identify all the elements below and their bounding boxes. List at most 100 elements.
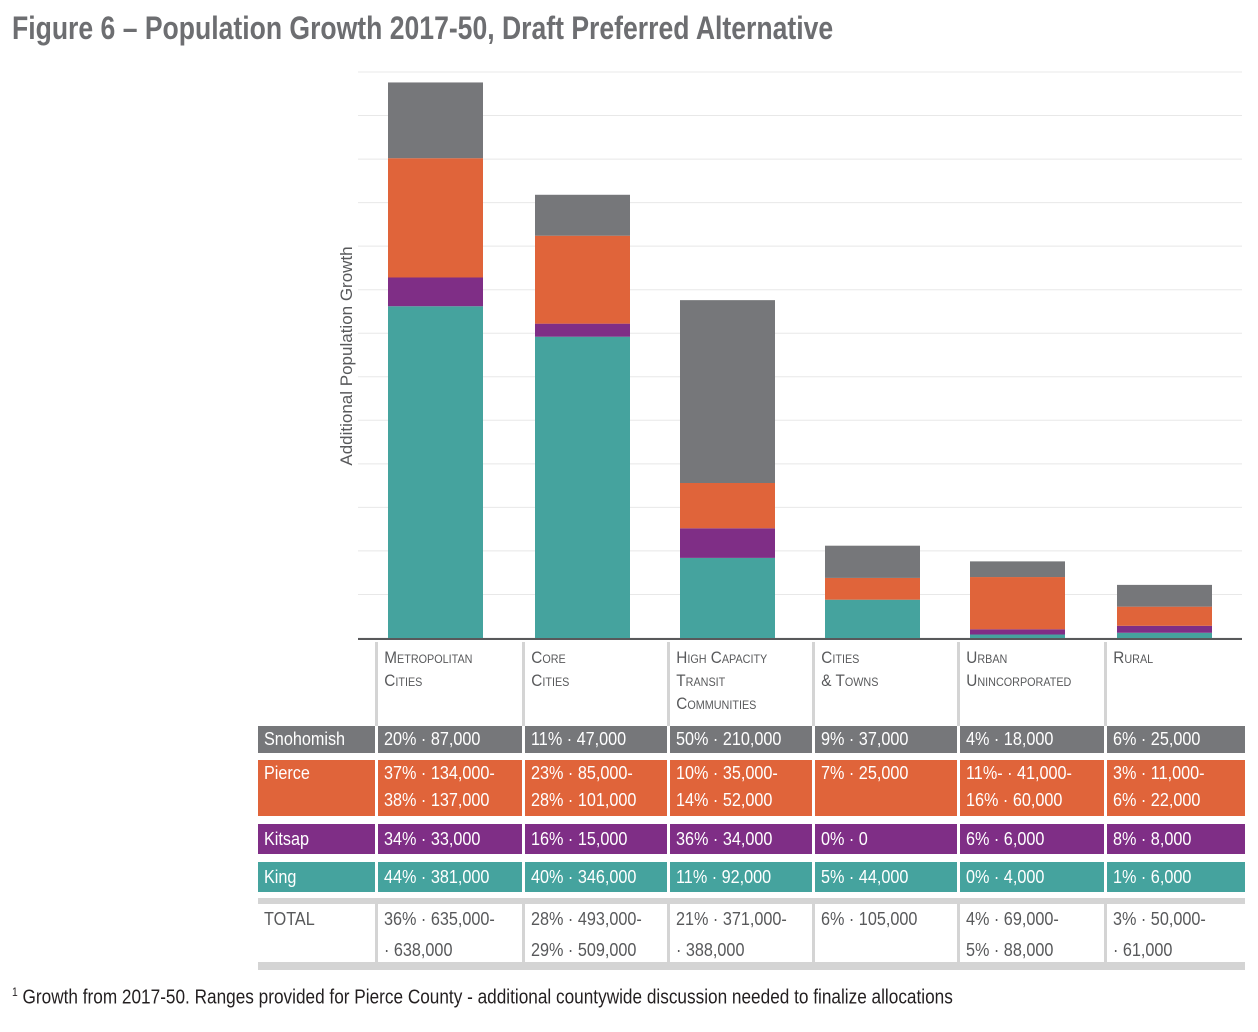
bar-segment — [388, 158, 483, 278]
cell-text: 7% · 25,000 — [821, 763, 909, 783]
column-separator — [957, 642, 960, 726]
column-separator — [1104, 898, 1107, 970]
total-text: 21% · 371,000- · 388,000 — [676, 909, 787, 960]
table-cell: 34% · 33,000 — [378, 824, 522, 854]
bar-segment — [1117, 632, 1212, 638]
bar-segment — [535, 336, 630, 638]
table-cell: 4% · 18,000 — [960, 726, 1104, 753]
cell-text: 11% · 47,000 — [531, 729, 627, 749]
series-name: Kitsap — [264, 829, 310, 849]
row-label: Kitsap — [258, 824, 375, 854]
cell-text: 34% · 33,000 — [384, 829, 481, 849]
column-separator — [375, 898, 378, 970]
cell-text: 6% · 25,000 — [1113, 729, 1201, 749]
row-label: Snohomish — [258, 726, 375, 753]
table-rule — [258, 962, 1245, 970]
category-label: Rural — [1113, 648, 1154, 667]
bar-segment — [680, 557, 775, 638]
chart-title: Figure 6 – Population Growth 2017-50, Dr… — [12, 10, 834, 46]
row-label: King — [258, 862, 375, 892]
bar-segment — [970, 634, 1065, 638]
cell-text: 37% · 134,000- 38% · 137,000 — [384, 763, 495, 810]
table-cell: 40% · 346,000 — [525, 862, 667, 892]
total-text: 6% · 105,000 — [821, 909, 918, 929]
column-separator — [957, 898, 960, 970]
cell-text: 44% · 381,000 — [384, 867, 490, 887]
table-cell: 11% · 47,000 — [525, 726, 667, 753]
table-cell: 8% · 8,000 — [1107, 824, 1245, 854]
column-separator — [667, 898, 670, 970]
cell-text: 50% · 210,000 — [676, 729, 782, 749]
total-text: 4% · 69,000- 5% · 88,000 — [966, 909, 1059, 960]
table-cell: 6% · 25,000 — [1107, 726, 1245, 753]
total-cell: 28% · 493,000- 29% · 509,000 — [525, 904, 667, 966]
category-label: High Capacity Transit Communities — [676, 648, 768, 713]
table-cell: 11% · 92,000 — [670, 862, 812, 892]
cell-text: 0% · 0 — [821, 829, 868, 849]
cell-text: 11%- · 41,000- 16% · 60,000 — [966, 763, 1072, 810]
total-cell: 21% · 371,000- · 388,000 — [670, 904, 812, 966]
y-axis-label: Additional Population Growth — [337, 246, 356, 465]
category-label: Urban Unincorporated — [966, 648, 1072, 690]
total-text: 28% · 493,000- 29% · 509,000 — [531, 909, 642, 960]
column-separator — [522, 642, 525, 726]
cell-text: 36% · 34,000 — [676, 829, 773, 849]
table-cell: 37% · 134,000- 38% · 137,000 — [378, 760, 522, 816]
bar-segment — [970, 561, 1065, 578]
bar-segment — [535, 194, 630, 236]
table-cell: 1% · 6,000 — [1107, 862, 1245, 892]
bar-segment — [825, 545, 920, 578]
bar-segment — [680, 528, 775, 558]
bar-segment — [388, 82, 483, 159]
cell-text: 4% · 18,000 — [966, 729, 1054, 749]
table-cell: 50% · 210,000 — [670, 726, 812, 753]
bar-segment — [535, 235, 630, 324]
bar-segment — [970, 629, 1065, 635]
table-cell: 5% · 44,000 — [815, 862, 957, 892]
cell-text: 3% · 11,000- 6% · 22,000 — [1113, 763, 1205, 810]
table-cell: 44% · 381,000 — [378, 862, 522, 892]
table-cell: 11%- · 41,000- 16% · 60,000 — [960, 760, 1104, 816]
total-cell: 6% · 105,000 — [815, 904, 957, 935]
table-cell: 7% · 25,000 — [815, 760, 957, 816]
bar-segment — [535, 323, 630, 337]
table-cell: 36% · 34,000 — [670, 824, 812, 854]
bar-segment — [1117, 625, 1212, 633]
column-separator — [812, 642, 815, 726]
footnote-text: Growth from 2017-50. Ranges provided for… — [22, 986, 953, 1009]
column-separator — [1104, 642, 1107, 726]
table-cell: 0% · 0 — [815, 824, 957, 854]
cell-text: 10% · 35,000- 14% · 52,000 — [676, 763, 778, 810]
cell-text: 5% · 44,000 — [821, 867, 909, 887]
row-label: Pierce — [258, 760, 375, 816]
cell-text: 8% · 8,000 — [1113, 829, 1192, 849]
bar-segment — [970, 577, 1065, 630]
cell-text: 40% · 346,000 — [531, 867, 637, 887]
bar-segment — [680, 483, 775, 529]
total-cell: 4% · 69,000- 5% · 88,000 — [960, 904, 1104, 966]
cell-text: 1% · 6,000 — [1113, 867, 1192, 887]
cell-text: 20% · 87,000 — [384, 729, 481, 749]
category-label: Metropolitan Cities — [384, 648, 473, 690]
cell-text: 23% · 85,000- 28% · 101,000 — [531, 763, 637, 810]
bar-segment — [388, 306, 483, 638]
cell-text: 0% · 4,000 — [966, 867, 1045, 887]
bar-segment — [1117, 606, 1212, 626]
table-cell: 16% · 15,000 — [525, 824, 667, 854]
bar-segment — [1117, 584, 1212, 607]
table-cell: 6% · 6,000 — [960, 824, 1104, 854]
table-cell: 10% · 35,000- 14% · 52,000 — [670, 760, 812, 816]
bar-segment — [825, 577, 920, 600]
total-label-text: TOTAL — [264, 909, 315, 929]
total-text: 3% · 50,000- · 61,000 — [1113, 909, 1206, 960]
table-rule — [258, 898, 1245, 904]
cell-text: 6% · 6,000 — [966, 829, 1045, 849]
footnote: 1 Growth from 2017-50. Ranges provided f… — [12, 985, 953, 1010]
total-text: 36% · 635,000- · 638,000 — [384, 909, 495, 960]
category-label: Cities & Towns — [821, 648, 879, 690]
series-name: Snohomish — [264, 729, 346, 749]
bar-segment — [825, 599, 920, 638]
table-cell: 23% · 85,000- 28% · 101,000 — [525, 760, 667, 816]
